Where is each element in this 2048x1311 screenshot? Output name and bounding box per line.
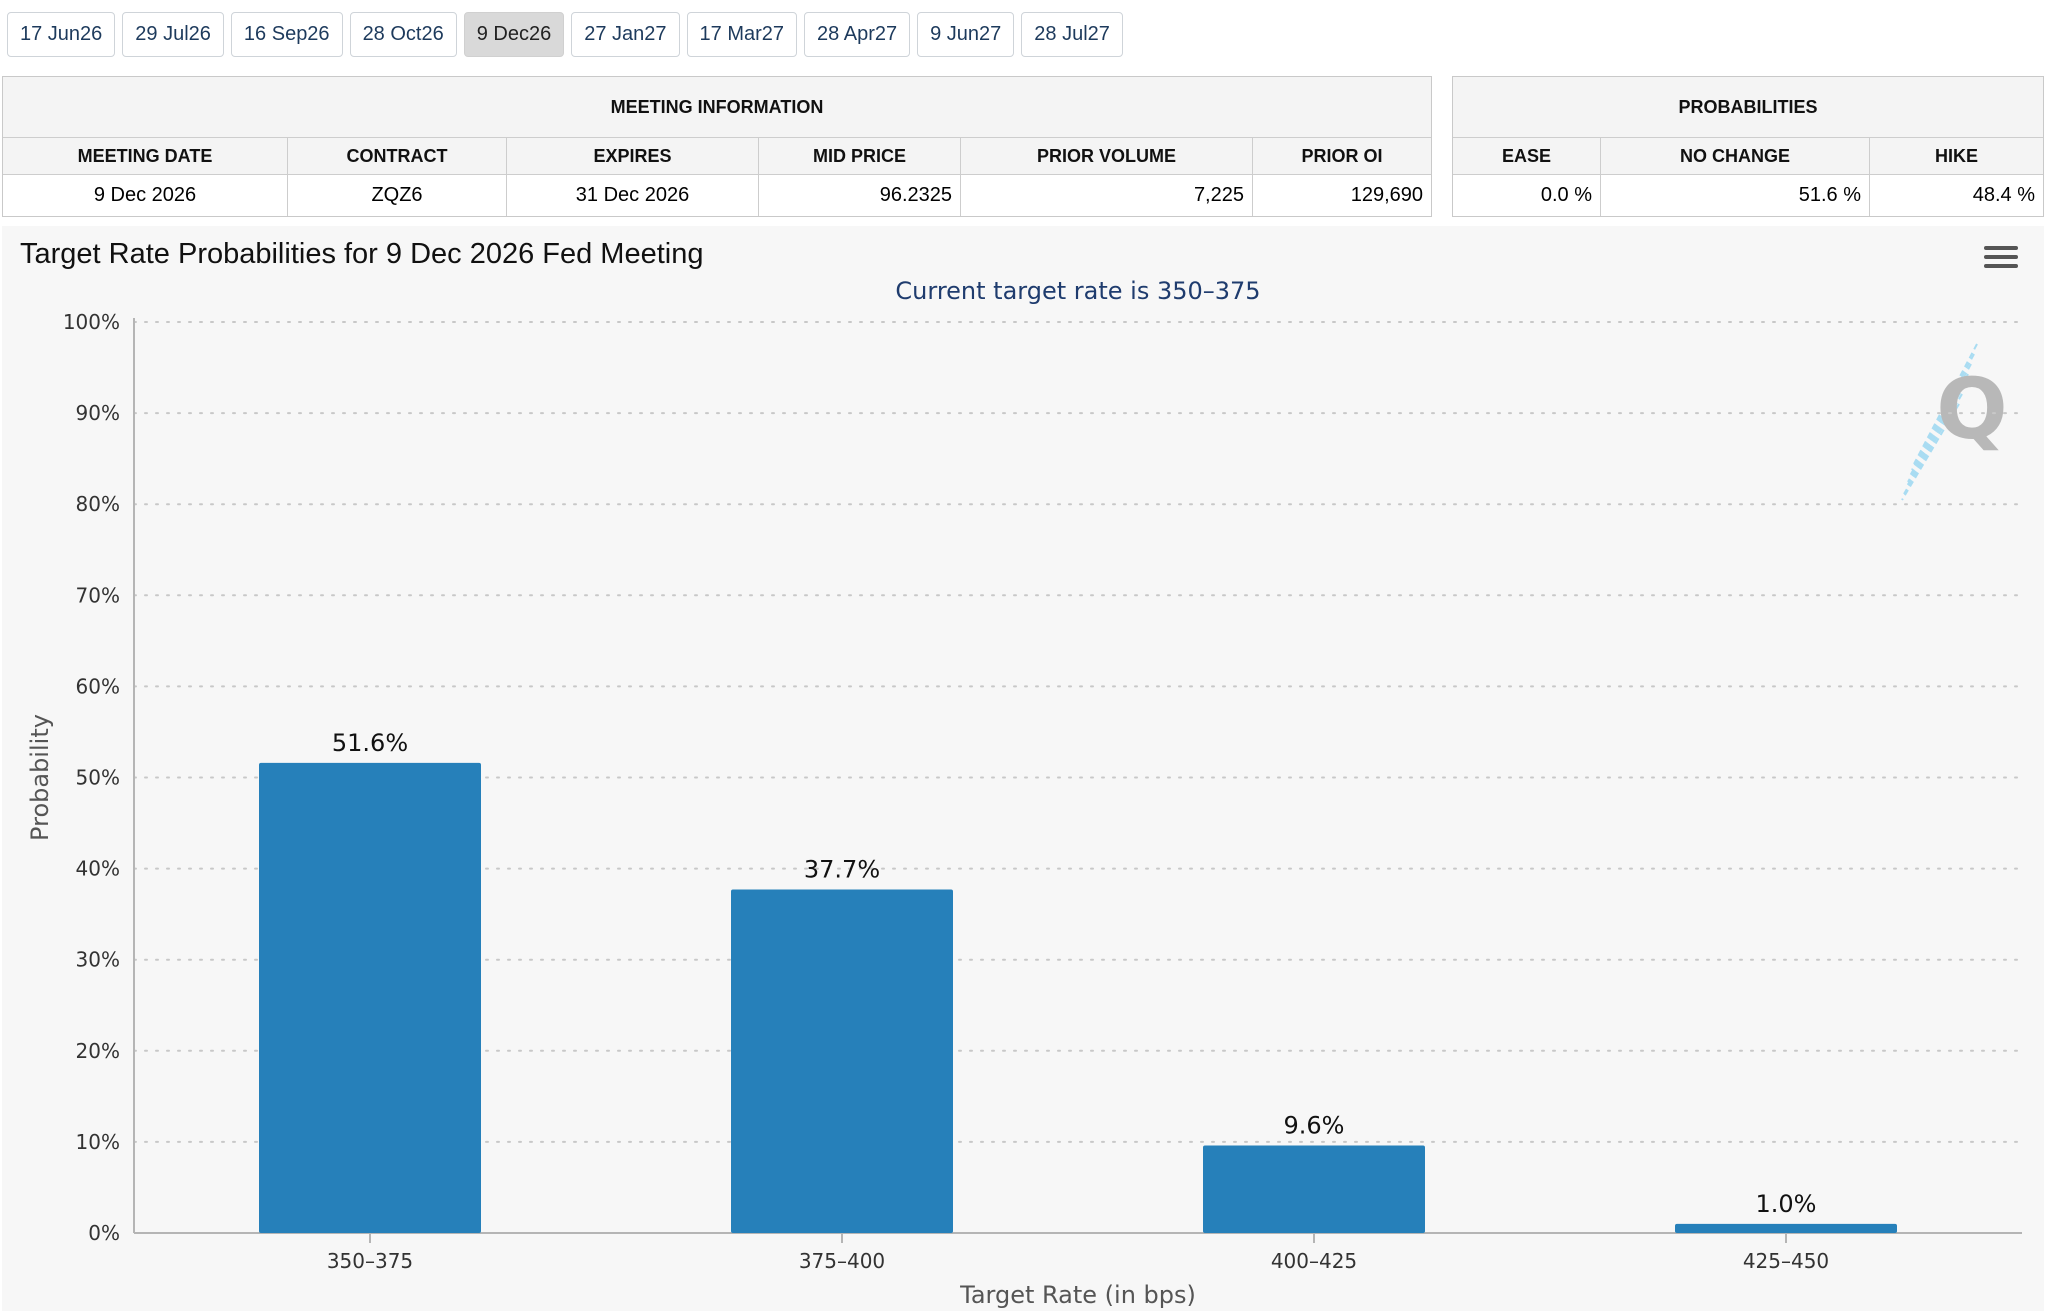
table-row: 9 Dec 2026 ZQZ6 31 Dec 2026 96.2325 7,22… <box>3 175 1431 216</box>
expires-value: 31 Dec 2026 <box>507 175 759 216</box>
column-header-meeting-date: MEETING DATE <box>3 138 288 174</box>
logo-stroke <box>1901 403 1960 501</box>
meeting-date-tab[interactable]: 16 Sep26 <box>230 12 343 57</box>
meeting-information-table: MEETING INFORMATION MEETING DATE CONTRAC… <box>2 76 1432 217</box>
bar <box>259 762 481 1233</box>
y-tick-label: 50% <box>76 766 120 790</box>
y-axis-title: Probability <box>26 714 54 841</box>
meeting-date-tab[interactable]: 28 Jul27 <box>1021 12 1123 57</box>
column-header-hike: HIKE <box>1934 145 1978 166</box>
prior-oi-value: 129,690 <box>1350 184 1423 206</box>
meeting-information-column-headers: MEETING DATE CONTRACT EXPIRES MID PRICE … <box>3 138 1431 175</box>
logo-letter: Q <box>1936 360 2007 458</box>
meeting-date-tab[interactable]: 29 Jul26 <box>122 12 224 57</box>
x-tick-label: 400–425 <box>1271 1249 1357 1273</box>
meeting-information-header: MEETING INFORMATION <box>3 77 1431 138</box>
prior-volume-value: 7,225 <box>961 175 1253 216</box>
hike-value: 48.4 % <box>1972 184 2035 206</box>
column-header-expires: EXPIRES <box>507 138 759 174</box>
meeting-date-tab[interactable]: 17 Mar27 <box>686 12 798 57</box>
y-tick-label: 70% <box>76 583 120 607</box>
bar-data-label: 1.0% <box>1756 1190 1817 1218</box>
hamburger-menu-icon[interactable] <box>1984 246 2018 274</box>
meeting-date-tab[interactable]: 9 Jun27 <box>917 12 1015 57</box>
meeting-date-tab[interactable]: 9 Dec26 <box>463 12 565 57</box>
y-tick-label: 10% <box>76 1130 120 1154</box>
logo-stroke <box>1911 353 1975 471</box>
column-header-mid-price: MID PRICE <box>759 138 961 174</box>
chart-title: Target Rate Probabilities for 9 Dec 2026… <box>20 238 704 270</box>
table-row: 0.0 % 51.6 % 48.4 % <box>1453 175 2043 216</box>
meeting-date-value: 9 Dec 2026 <box>3 175 288 216</box>
bar-data-label: 9.6% <box>1284 1112 1345 1140</box>
y-tick-label: 60% <box>76 674 120 698</box>
logo-stroke <box>1913 343 1978 465</box>
bar-data-label: 37.7% <box>804 856 880 884</box>
column-header-prior-volume: PRIOR VOLUME <box>961 138 1253 174</box>
target-rate-chart: Current target rate is 350–375 Q 0% 10% 20% 3… <box>2 226 2044 1311</box>
mid-price-value: 96.2325 <box>759 175 961 216</box>
y-tick-label: 0% <box>88 1221 120 1245</box>
logo-stroke <box>1909 363 1972 477</box>
quikstrike-logo: Q <box>1901 343 2008 501</box>
ease-value: 0.0 % <box>1453 175 1601 216</box>
x-axis-title: Target Rate (in bps) <box>959 1281 1196 1309</box>
y-tick-label: 90% <box>76 401 120 425</box>
bar <box>731 889 953 1233</box>
meeting-date-tabs: 17 Jun26 29 Jul26 16 Sep26 28 Oct26 9 Dec26 2… <box>7 12 1123 57</box>
column-header-prior-oi: PRIOR OI <box>1301 145 1383 166</box>
y-tick-label: 20% <box>76 1039 120 1063</box>
y-tick-label: 30% <box>76 948 120 972</box>
no-change-value: 51.6 % <box>1601 175 1870 216</box>
x-tick-label: 375–400 <box>799 1249 885 1273</box>
y-tick-label: 40% <box>76 857 120 881</box>
column-header-ease: EASE <box>1453 138 1601 174</box>
column-header-contract: CONTRACT <box>288 138 507 174</box>
meeting-date-tab[interactable]: 28 Apr27 <box>804 12 911 57</box>
logo-stroke <box>1907 373 1969 483</box>
probabilities-table: PROBABILITIES EASE NO CHANGE HIKE 0.0 % … <box>1452 76 2044 217</box>
column-header-no-change: NO CHANGE <box>1601 138 1870 174</box>
meeting-date-tab[interactable]: 17 Jun26 <box>7 12 116 57</box>
y-tick-label: 100% <box>63 310 120 334</box>
meeting-date-tab[interactable]: 28 Oct26 <box>349 12 457 57</box>
bar-data-label: 51.6% <box>332 729 408 757</box>
probabilities-column-headers: EASE NO CHANGE HIKE <box>1453 138 2043 175</box>
bar <box>1203 1145 1425 1233</box>
chart-plot: Current target rate is 350–375 Q 0% 10% 20% 3… <box>26 277 2023 1309</box>
x-tick-label: 350–375 <box>327 1249 413 1273</box>
probabilities-header: PROBABILITIES <box>1453 77 2043 138</box>
chart-subtitle: Current target rate is 350–375 <box>895 277 1260 305</box>
x-tick-label: 425–450 <box>1743 1249 1829 1273</box>
bar <box>1675 1223 1897 1233</box>
y-tick-label: 80% <box>76 492 120 516</box>
contract-value: ZQZ6 <box>288 175 507 216</box>
meeting-date-tab[interactable]: 27 Jan27 <box>571 12 680 57</box>
